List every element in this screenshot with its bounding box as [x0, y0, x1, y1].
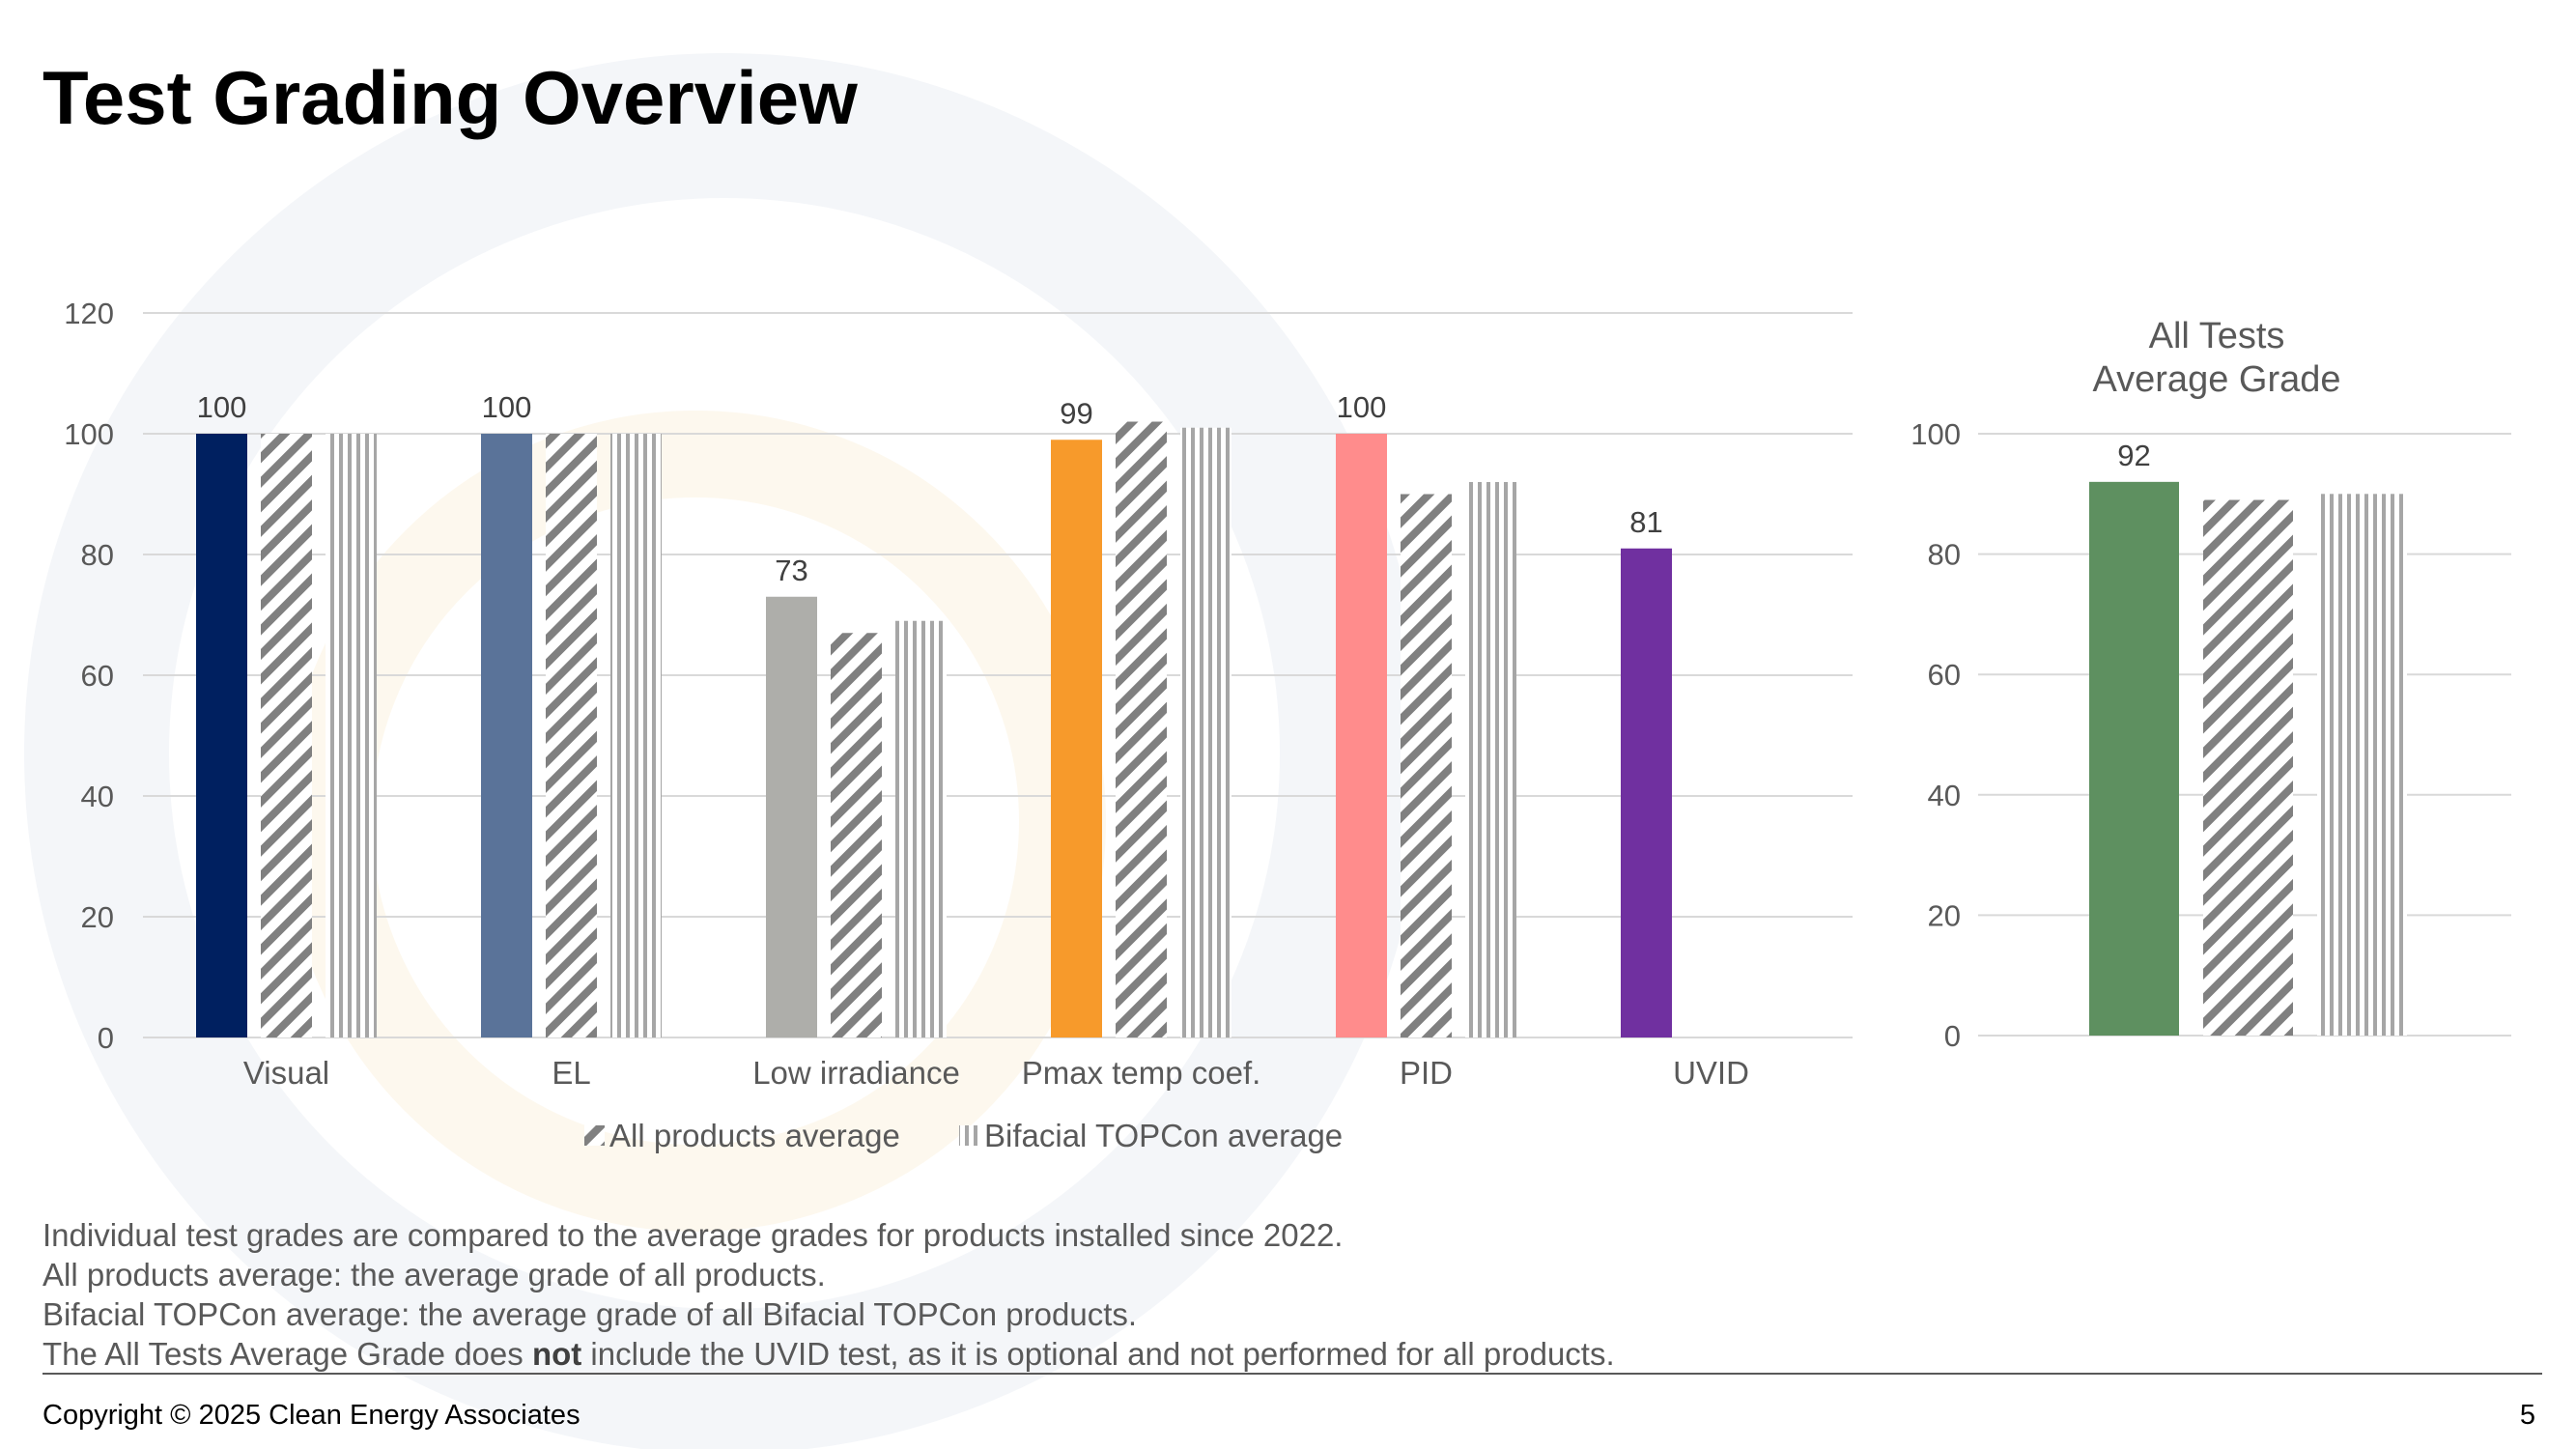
bar: [610, 434, 662, 1037]
data-label: 81: [1629, 505, 1662, 539]
bar: [1116, 421, 1167, 1037]
bar: [1051, 440, 1102, 1037]
note-line-4: The All Tests Average Grade does not inc…: [42, 1334, 2264, 1374]
data-label: 100: [197, 390, 247, 424]
chart-notes: Individual test grades are compared to t…: [42, 1215, 2264, 1374]
footer-divider: [42, 1373, 2542, 1375]
bar: [895, 620, 947, 1037]
data-label: 73: [775, 554, 807, 587]
y-tick-label: 80: [81, 538, 114, 572]
note-line-4-start: The All Tests Average Grade does: [42, 1336, 532, 1372]
y-tick-label: 40: [1928, 779, 1961, 812]
bar: [2089, 481, 2179, 1037]
bar: [1180, 427, 1231, 1037]
x-category-label: EL: [552, 1055, 590, 1091]
bar: [1465, 482, 1516, 1037]
page-number: 5: [2519, 1400, 2535, 1431]
legend-label: All products average: [609, 1118, 900, 1153]
bar: [326, 434, 377, 1037]
chart-title-line: All Tests: [2149, 316, 2285, 356]
legend-swatch: [584, 1125, 605, 1146]
y-tick-label: 120: [64, 297, 114, 330]
bar: [766, 596, 817, 1037]
data-label: 100: [1337, 390, 1387, 424]
bar: [2317, 494, 2407, 1036]
x-category-label: PID: [1400, 1055, 1453, 1091]
y-tick-label: 0: [1944, 1019, 1961, 1053]
note-line-4-end: include the UVID test, as it is optional…: [581, 1336, 1615, 1372]
chart-legend: All products average Bifacial TOPCon aver…: [584, 1118, 1343, 1153]
test-grades-chart: 0 20 40 60 80 100 120 100 Visual 100 EL 73 Low irrad…: [64, 297, 1853, 1091]
bar: [1621, 548, 1672, 1037]
data-label: 100: [482, 390, 532, 424]
y-tick-label: 100: [64, 417, 114, 451]
x-category-label: Visual: [243, 1055, 329, 1091]
bar: [261, 434, 312, 1037]
y-tick-label: 20: [1928, 898, 1961, 932]
x-category-label: Pmax temp coef.: [1022, 1055, 1261, 1091]
bar: [2203, 499, 2293, 1036]
page-title: Test Grading Overview: [42, 55, 858, 140]
data-label: 99: [1060, 396, 1092, 430]
bar: [831, 633, 882, 1037]
x-category-label: UVID: [1673, 1055, 1749, 1091]
data-label: 92: [2117, 439, 2150, 472]
y-tick-label: 60: [81, 659, 114, 693]
bar: [1336, 434, 1387, 1037]
note-line-3: Bifacial TOPCon average: the average gra…: [42, 1296, 1138, 1332]
note-line-1: Individual test grades are compared to t…: [42, 1217, 1344, 1253]
x-category-label: Low irradiance: [752, 1055, 960, 1091]
note-line-4-emphasis: not: [531, 1336, 582, 1372]
bar: [196, 434, 247, 1037]
bar: [481, 434, 532, 1037]
y-tick-label: 0: [98, 1021, 114, 1055]
legend-swatch: [959, 1125, 979, 1146]
note-line-2: All products average: the average grade …: [42, 1257, 826, 1293]
y-tick-label: 20: [81, 900, 114, 934]
legend-label: Bifacial TOPCon average: [984, 1118, 1343, 1153]
y-tick-label: 80: [1928, 538, 1961, 572]
copyright-text: Copyright © 2025 Clean Energy Associates: [42, 1400, 580, 1431]
y-tick-label: 100: [1911, 417, 1961, 451]
y-tick-label: 60: [1928, 658, 1961, 692]
chart-title-line: Average Grade: [2092, 359, 2340, 400]
bar: [1401, 494, 1452, 1037]
y-tick-label: 40: [81, 780, 114, 813]
bar: [546, 434, 597, 1037]
